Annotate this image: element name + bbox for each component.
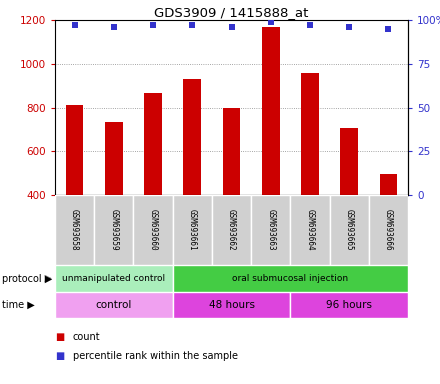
Point: [228, 24, 235, 30]
Bar: [66, 105, 84, 283]
Text: ■: ■: [55, 351, 64, 361]
Bar: [133, 195, 172, 265]
Text: GSM693664: GSM693664: [305, 209, 315, 251]
Bar: [55, 292, 172, 318]
Text: GSM693665: GSM693665: [345, 209, 354, 251]
Point: [267, 19, 274, 25]
Bar: [290, 195, 330, 265]
Point: [189, 22, 196, 28]
Text: control: control: [95, 300, 132, 310]
Text: GSM693661: GSM693661: [188, 209, 197, 251]
Text: time ▶: time ▶: [2, 300, 35, 310]
Bar: [172, 195, 212, 265]
Bar: [341, 128, 358, 283]
Text: 96 hours: 96 hours: [326, 300, 372, 310]
Text: 48 hours: 48 hours: [209, 300, 254, 310]
Text: GSM693666: GSM693666: [384, 209, 393, 251]
Bar: [251, 195, 290, 265]
Text: ■: ■: [55, 332, 64, 342]
Text: percentile rank within the sample: percentile rank within the sample: [73, 351, 238, 361]
Bar: [369, 195, 408, 265]
Text: unmanipulated control: unmanipulated control: [62, 274, 165, 283]
Bar: [262, 26, 279, 283]
Point: [306, 22, 313, 28]
Point: [150, 22, 157, 28]
Bar: [183, 79, 201, 283]
Bar: [144, 93, 162, 283]
Text: protocol ▶: protocol ▶: [2, 273, 52, 283]
Text: GSM693662: GSM693662: [227, 209, 236, 251]
Text: GSM693663: GSM693663: [266, 209, 275, 251]
Bar: [330, 195, 369, 265]
Bar: [55, 265, 172, 292]
Title: GDS3909 / 1415888_at: GDS3909 / 1415888_at: [154, 6, 309, 19]
Text: GSM693659: GSM693659: [109, 209, 118, 251]
Bar: [55, 195, 94, 265]
Text: count: count: [73, 332, 100, 342]
Bar: [105, 122, 123, 283]
Text: GSM693660: GSM693660: [149, 209, 158, 251]
Bar: [290, 292, 408, 318]
Bar: [172, 265, 408, 292]
Point: [385, 26, 392, 32]
Text: GSM693658: GSM693658: [70, 209, 79, 251]
Text: oral submucosal injection: oral submucosal injection: [232, 274, 348, 283]
Point: [71, 22, 78, 28]
Bar: [172, 292, 290, 318]
Bar: [94, 195, 133, 265]
Point: [110, 24, 117, 30]
Bar: [301, 73, 319, 283]
Bar: [212, 195, 251, 265]
Bar: [380, 174, 397, 283]
Bar: [223, 108, 240, 283]
Point: [346, 24, 353, 30]
